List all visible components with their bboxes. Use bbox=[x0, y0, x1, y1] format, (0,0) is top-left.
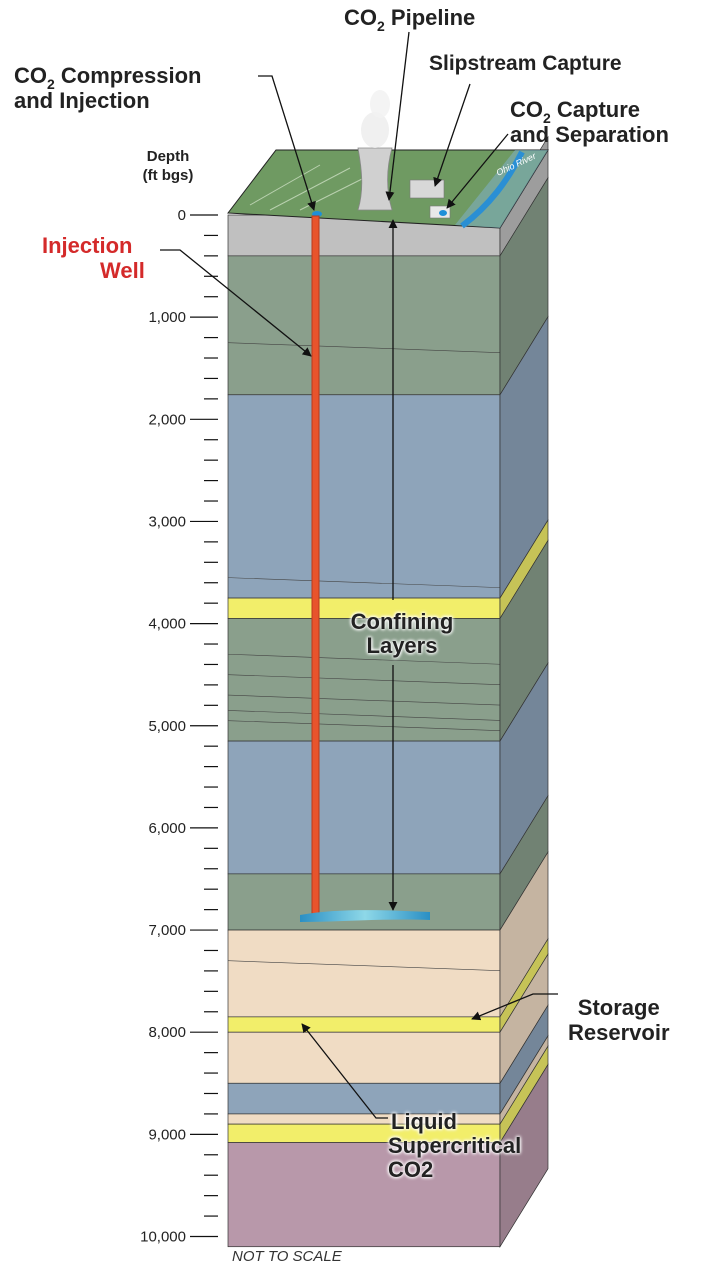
depth-tick-label: 4,000 bbox=[148, 616, 186, 633]
strata-line bbox=[227, 653, 501, 665]
front-layer-green bbox=[227, 873, 501, 931]
steam-plume bbox=[361, 112, 389, 148]
strata-line bbox=[227, 710, 501, 721]
depth-tick-label: 9,000 bbox=[148, 1126, 186, 1143]
strata-line bbox=[227, 720, 501, 731]
surface-top-face: Ohio River bbox=[227, 90, 549, 229]
depth-axis-title: Depth (ft bgs) bbox=[128, 148, 208, 186]
leader-lines bbox=[160, 31, 558, 1119]
depth-title-line1: Depth bbox=[146, 148, 190, 165]
co2-plume bbox=[300, 910, 430, 922]
strata-line bbox=[227, 694, 501, 706]
front-layer-yellow bbox=[227, 1016, 501, 1033]
front-layer-green bbox=[227, 255, 501, 396]
front-layer-mauve bbox=[227, 1142, 501, 1248]
depth-tick-label: 1,000 bbox=[148, 309, 186, 326]
co2-pipeline-label: CO2 Pipeline bbox=[344, 5, 476, 34]
front-layer-blue bbox=[227, 740, 501, 875]
depth-tick-label: 3,000 bbox=[148, 513, 186, 530]
strata-line bbox=[227, 342, 501, 353]
front-layer-tan bbox=[227, 929, 501, 1018]
depth-axis: 0 1,000 2,000 3,000 4,000 5,000 6,000 7,000 8,00… bbox=[140, 207, 218, 1246]
co2-capture-label: CO2 Capture and Separation bbox=[510, 97, 669, 147]
depth-tick-label: 6,000 bbox=[148, 820, 186, 837]
front-layer-tan bbox=[227, 1031, 501, 1084]
slipstream-facility bbox=[409, 179, 445, 199]
strata-line bbox=[227, 960, 501, 971]
depth-tick-label: 7,000 bbox=[148, 922, 186, 939]
confining-layers-label: Confining Layers bbox=[350, 609, 454, 659]
depth-tick-label: 2,000 bbox=[148, 411, 186, 428]
front-face-layers bbox=[227, 214, 501, 1248]
capture-unit bbox=[439, 210, 447, 216]
cooling-tower bbox=[357, 147, 393, 211]
depth-tick-label: 8,000 bbox=[148, 1024, 186, 1041]
depth-tick-label: 5,000 bbox=[148, 718, 186, 735]
storage-reservoir-label: Storage Reservoir bbox=[568, 995, 670, 1045]
depth-title-line2: (ft bgs) bbox=[142, 166, 194, 184]
strata-line bbox=[227, 577, 501, 588]
front-layer-blue bbox=[227, 394, 501, 599]
injection-well bbox=[311, 215, 320, 917]
co2-compression-label: CO2 Compression and Injection bbox=[14, 63, 202, 113]
strata-line bbox=[227, 674, 501, 685]
injection-well-label: Injection Well bbox=[42, 233, 145, 283]
side-face-layers bbox=[499, 135, 549, 1248]
depth-tick-label: 10,000 bbox=[140, 1229, 186, 1246]
ohio-river bbox=[460, 150, 525, 229]
not-to-scale-note: NOT TO SCALE bbox=[232, 1248, 342, 1265]
slipstream-capture-label: Slipstream Capture bbox=[429, 52, 622, 75]
side-layer-mauve bbox=[499, 1063, 549, 1248]
liquid-supercritical-co2-label: Liquid Supercritical CO2 bbox=[388, 1109, 522, 1183]
depth-tick-label: 0 bbox=[178, 207, 186, 224]
